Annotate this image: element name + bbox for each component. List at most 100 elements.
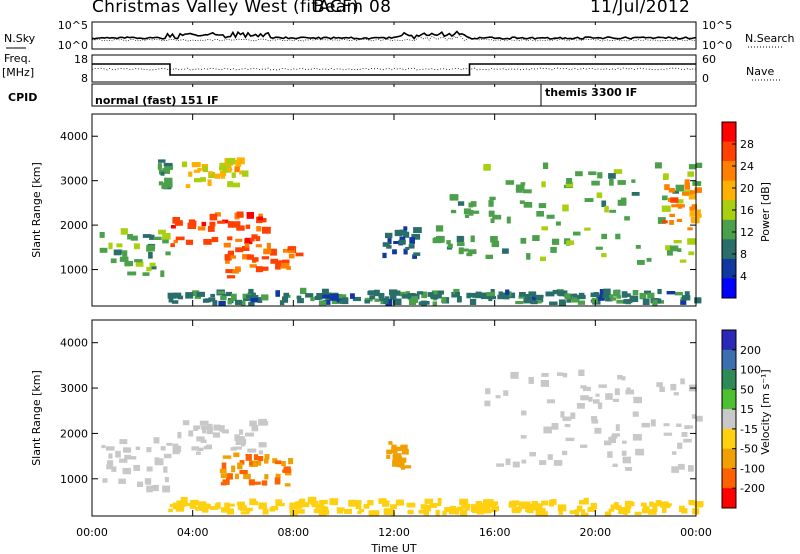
velocity-cell bbox=[319, 499, 328, 505]
power-cell bbox=[244, 243, 250, 248]
velocity-cell bbox=[588, 396, 593, 402]
velocity-cell bbox=[262, 508, 269, 515]
velocity-cell bbox=[476, 508, 484, 515]
velocity-cell bbox=[146, 485, 153, 493]
power-cell bbox=[546, 214, 555, 219]
velocity-cell bbox=[389, 508, 394, 513]
power-cell bbox=[549, 301, 558, 306]
power-cell bbox=[158, 181, 163, 186]
velocity-colorbar-swatch bbox=[722, 448, 736, 469]
power-cell bbox=[677, 248, 682, 252]
velocity-colorbar-swatch bbox=[722, 330, 736, 351]
velocity-colorbar-tick-label: 15 bbox=[740, 403, 754, 416]
power-cell bbox=[389, 294, 397, 300]
power-colorbar-label: Power [dB] bbox=[759, 182, 772, 242]
velocity-cell bbox=[546, 399, 555, 404]
power-cell bbox=[438, 235, 445, 243]
power-cell bbox=[533, 300, 542, 304]
velocity-cell bbox=[649, 501, 654, 507]
power-cell bbox=[523, 296, 532, 304]
power-cell bbox=[142, 272, 150, 276]
velocity-cell bbox=[275, 473, 281, 479]
velocity-cell bbox=[183, 503, 191, 507]
power-cell bbox=[217, 291, 225, 295]
velocity-cell bbox=[612, 463, 618, 467]
power-cell bbox=[488, 210, 495, 217]
power-cell bbox=[122, 250, 128, 257]
power-cell bbox=[488, 200, 494, 207]
power-cell bbox=[661, 205, 671, 212]
power-cell bbox=[249, 295, 259, 300]
velocity-cell bbox=[154, 457, 160, 464]
power-cell bbox=[601, 253, 607, 258]
power-cell bbox=[177, 295, 184, 300]
velocity-cell bbox=[565, 437, 575, 442]
power-cell bbox=[469, 298, 477, 305]
freq-tick-bottom: 8 bbox=[81, 72, 88, 85]
velocity-cell bbox=[145, 478, 152, 485]
power-cell bbox=[673, 240, 682, 244]
power-cell bbox=[99, 232, 105, 238]
power-cell bbox=[455, 292, 460, 297]
velocity-cell bbox=[401, 466, 406, 470]
power-cell bbox=[573, 231, 581, 236]
power-cell bbox=[113, 249, 122, 256]
power-cell bbox=[234, 166, 240, 173]
y-tick-label: 2000 bbox=[60, 219, 88, 232]
velocity-cell bbox=[348, 499, 357, 507]
power-cell bbox=[431, 290, 438, 298]
power-cell bbox=[151, 266, 157, 270]
power-cell bbox=[374, 289, 380, 297]
power-cell bbox=[518, 295, 527, 299]
power-colorbar-swatch bbox=[722, 141, 736, 162]
velocity-colorbar-swatch bbox=[722, 428, 736, 450]
velocity-cell bbox=[196, 436, 205, 442]
power-cell bbox=[610, 297, 617, 301]
power-cell bbox=[552, 289, 559, 295]
velocity-cell bbox=[491, 502, 497, 509]
power-cell bbox=[565, 182, 574, 188]
power-cell bbox=[165, 251, 171, 256]
velocity-cell bbox=[295, 509, 305, 514]
power-cell bbox=[163, 162, 173, 167]
power-cell bbox=[669, 213, 675, 218]
velocity-cell bbox=[394, 446, 403, 451]
power-cell bbox=[573, 293, 578, 298]
velocity-cell bbox=[133, 464, 141, 471]
power-cell bbox=[689, 211, 695, 217]
power-cell bbox=[664, 184, 670, 191]
power-cell bbox=[542, 162, 549, 169]
velocity-cell bbox=[535, 510, 544, 516]
power-cell bbox=[242, 246, 250, 251]
power-cell bbox=[235, 159, 242, 167]
velocity-cell bbox=[175, 505, 185, 512]
velocity-cell bbox=[213, 424, 221, 431]
power-cell bbox=[666, 291, 676, 295]
velocity-cell bbox=[135, 446, 141, 450]
power-cell bbox=[531, 295, 536, 301]
velocity-cell bbox=[621, 450, 627, 456]
nsky-trace bbox=[91, 30, 697, 40]
velocity-cell bbox=[655, 500, 662, 505]
y-tick-label: 4000 bbox=[60, 337, 88, 350]
velocity-cell bbox=[512, 461, 520, 468]
power-cell bbox=[536, 211, 544, 217]
velocity-cell bbox=[615, 424, 620, 431]
freq-unit: [MHz] bbox=[2, 66, 34, 79]
power-cell bbox=[602, 294, 608, 299]
power-cell bbox=[694, 209, 701, 217]
velocity-cell bbox=[541, 373, 549, 377]
power-cell bbox=[558, 290, 568, 297]
power-cell bbox=[488, 294, 493, 302]
power-cell bbox=[394, 229, 403, 237]
power-cell bbox=[646, 257, 652, 262]
velocity-cell bbox=[336, 507, 345, 512]
power-cell bbox=[382, 242, 390, 247]
velocity-cell bbox=[253, 454, 259, 460]
velocity-panel-frame bbox=[91, 319, 697, 517]
y-tick-label: 2000 bbox=[60, 427, 88, 440]
velocity-cell bbox=[479, 507, 487, 511]
power-cell bbox=[231, 172, 236, 178]
power-cell bbox=[691, 204, 697, 210]
velocity-cell bbox=[264, 458, 269, 464]
